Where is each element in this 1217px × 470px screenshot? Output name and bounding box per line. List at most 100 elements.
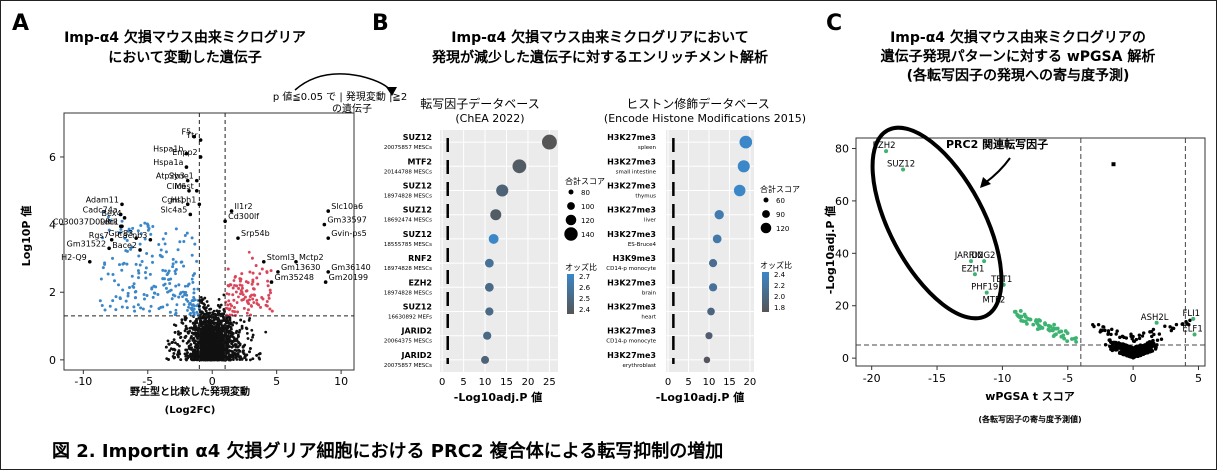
gene-point [203,358,207,361]
gene-point [130,274,134,278]
gene-point [173,313,177,317]
gene-point [144,266,148,270]
panel-a-title-line1: Imp-α4 欠損マウス由来ミクログリア [64,29,306,46]
labeled-gene-point [184,151,189,156]
gene-point [164,286,168,290]
gene-point [193,242,197,246]
gene-point [205,346,209,350]
gene-point [267,296,271,300]
tf-point [1137,346,1141,350]
gene-point [193,324,196,328]
gene-point [136,303,140,307]
gene-point [174,341,177,345]
gene-point [188,319,192,323]
tf-point [1118,335,1122,340]
tf-point-significant [1038,318,1042,323]
term-sublabel: 16630892 MEFs [388,315,432,321]
gene-point [248,358,252,362]
x-tick-label: 5 [273,375,280,388]
legend-color-label: 2.2 [774,282,785,290]
gene-point [149,304,153,308]
tf-point [1131,334,1135,339]
labeled-gene-point [198,155,203,159]
gene-point [233,310,237,314]
gene-point [240,326,244,330]
gene-point [190,277,194,281]
gene-point [163,242,167,246]
labeled-gene-point [187,188,191,193]
tf-point [1109,340,1113,344]
gene-label: H2-Q9 [61,253,87,262]
gene-point [204,332,207,336]
gene-point [226,329,229,333]
gene-point [182,303,186,306]
x-tick-label: -20 [863,372,881,385]
legend-color-label: 1.8 [774,304,785,312]
gene-point [125,238,129,242]
gene-point [191,337,195,340]
figure-caption: 図 2. Importin α4 欠損グリア細胞における PRC2 複合体による… [52,440,723,462]
tf-label: MTF2 [982,296,1005,306]
tf-point [1121,352,1125,356]
gene-point [200,310,204,314]
gene-point [192,295,196,299]
gene-point [150,254,154,258]
enrichment-point [485,307,494,316]
gene-point [255,276,259,280]
gene-label: Slc4a5 [161,205,188,214]
gene-point [146,224,150,228]
tf-point [1150,345,1154,349]
term-sublabel: 18974828 MESCs [384,266,432,272]
tf-label: RING2 [969,251,996,261]
gene-point [202,350,205,354]
gene-label: Cacnb3 [117,231,147,240]
gene-point [231,358,235,362]
gene-point [185,348,189,352]
gene-point [118,263,122,267]
gene-point [124,299,128,303]
gene-point [240,357,244,361]
gene-point [132,305,136,309]
gene-point [216,313,219,317]
tf-point-significant [1040,326,1045,330]
gene-point [99,277,103,281]
gene-point [201,329,205,332]
gene-point [245,327,249,331]
tf-point [1139,346,1144,350]
tf-point [1111,344,1115,349]
x-tick-label: 15 [723,377,736,388]
gene-label: Slc10a6 [331,202,363,211]
gene-point [186,351,189,355]
gene-point [120,219,124,223]
gene-point [136,276,140,280]
gene-point [232,298,236,302]
tf-point [1109,332,1113,337]
panel-b-title-line2: 発現が減少した遺伝子に対するエンリッチメント解析 [431,49,768,66]
gene-point [239,292,242,296]
term-sublabel: 18555785 MESCs [384,242,432,248]
gene-point [230,345,234,349]
gene-point [119,227,123,231]
tf-point-significant [1059,334,1064,339]
term-label: SUZ12 [403,230,432,239]
gene-point [203,343,207,346]
gene-point [183,315,187,319]
legend-size-dot [760,222,772,234]
y-tick-label: 20 [835,300,849,313]
gene-point [257,356,261,360]
gene-point [204,316,208,320]
tf-point-significant [1048,324,1053,329]
gene-point [156,292,160,296]
gene-point [203,296,207,300]
gene-point [240,286,244,290]
legend-color-label: 2.7 [579,273,590,281]
annotation-arrow-head [386,87,397,96]
gene-point [121,262,125,266]
gene-point [233,343,237,346]
tf-point [1122,344,1126,348]
enrichment-point [496,184,509,197]
gene-point [226,336,230,339]
gene-point [249,347,252,350]
gene-point [108,218,112,222]
